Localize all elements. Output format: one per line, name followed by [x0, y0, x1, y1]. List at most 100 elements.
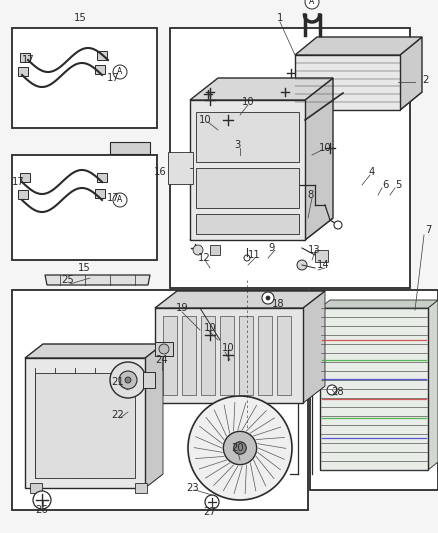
Circle shape: [205, 495, 219, 509]
Text: 10: 10: [319, 143, 331, 153]
Text: 6: 6: [382, 180, 388, 190]
Polygon shape: [190, 218, 333, 240]
Text: 7: 7: [425, 225, 431, 235]
Bar: [110, 142, 150, 154]
Text: 10: 10: [199, 115, 211, 125]
Circle shape: [113, 193, 127, 207]
Polygon shape: [303, 291, 325, 403]
Circle shape: [113, 65, 127, 79]
Circle shape: [266, 296, 270, 300]
Text: A: A: [117, 196, 123, 205]
Polygon shape: [155, 386, 325, 403]
Polygon shape: [305, 78, 333, 240]
Text: 10: 10: [242, 97, 254, 107]
Polygon shape: [251, 297, 277, 306]
Text: 5: 5: [395, 180, 401, 190]
Bar: [196, 214, 299, 234]
Text: 17: 17: [106, 193, 120, 203]
Text: A: A: [117, 68, 123, 77]
Polygon shape: [155, 291, 325, 308]
Bar: [18, 67, 28, 76]
Text: 22: 22: [112, 410, 124, 420]
Bar: [35, 373, 135, 478]
Bar: [95, 65, 105, 74]
Text: 17: 17: [106, 73, 120, 83]
Polygon shape: [295, 37, 422, 55]
Circle shape: [223, 431, 257, 465]
Text: 14: 14: [317, 260, 329, 270]
Bar: [30, 483, 42, 493]
Circle shape: [33, 491, 51, 509]
Text: 24: 24: [155, 355, 168, 365]
Text: A: A: [309, 0, 314, 6]
Bar: [310, 290, 438, 490]
Text: 23: 23: [187, 483, 199, 493]
Bar: [220, 316, 234, 395]
Bar: [277, 316, 291, 395]
Bar: [97, 51, 107, 60]
Bar: [20, 53, 30, 62]
Polygon shape: [45, 275, 150, 285]
Text: 15: 15: [74, 13, 86, 23]
Text: 26: 26: [35, 505, 48, 515]
Circle shape: [327, 385, 337, 395]
Circle shape: [297, 260, 307, 270]
Bar: [163, 316, 177, 395]
Circle shape: [119, 371, 137, 389]
Bar: [20, 173, 30, 182]
Text: 3: 3: [234, 140, 240, 150]
Text: 28: 28: [332, 387, 344, 397]
Text: 19: 19: [176, 303, 188, 313]
Text: 17: 17: [21, 55, 34, 65]
Text: 12: 12: [198, 253, 210, 263]
Circle shape: [159, 344, 169, 354]
Text: 21: 21: [112, 377, 124, 387]
Bar: [12, 155, 157, 260]
Polygon shape: [163, 297, 189, 306]
Circle shape: [234, 442, 246, 454]
Polygon shape: [295, 92, 422, 110]
Polygon shape: [400, 37, 422, 110]
Text: 16: 16: [154, 167, 166, 177]
Bar: [258, 316, 272, 395]
Polygon shape: [25, 474, 163, 488]
Bar: [135, 483, 147, 493]
Polygon shape: [273, 297, 299, 306]
Polygon shape: [25, 344, 163, 358]
Bar: [143, 372, 155, 388]
Polygon shape: [207, 297, 233, 306]
Bar: [239, 316, 253, 395]
Text: 9: 9: [269, 243, 275, 253]
Bar: [12, 28, 157, 128]
Bar: [182, 316, 196, 395]
Bar: [97, 173, 107, 182]
Polygon shape: [210, 245, 220, 255]
Polygon shape: [428, 300, 438, 470]
Circle shape: [110, 362, 146, 398]
Circle shape: [334, 221, 342, 229]
Bar: [18, 190, 28, 199]
Text: 13: 13: [307, 245, 320, 255]
Text: 1: 1: [277, 13, 283, 23]
Bar: [196, 168, 299, 208]
Circle shape: [188, 396, 292, 500]
Polygon shape: [190, 78, 333, 100]
Bar: [168, 152, 193, 184]
Circle shape: [262, 292, 274, 304]
Bar: [320, 308, 428, 470]
Text: 18: 18: [272, 299, 284, 309]
Polygon shape: [145, 344, 163, 488]
Polygon shape: [229, 297, 255, 306]
Text: 11: 11: [247, 250, 260, 260]
Circle shape: [125, 377, 131, 383]
Circle shape: [305, 0, 319, 9]
Text: 8: 8: [307, 190, 313, 200]
Text: 4: 4: [369, 167, 375, 177]
Bar: [25, 358, 145, 488]
Bar: [196, 112, 299, 162]
Bar: [95, 189, 105, 198]
Polygon shape: [320, 300, 438, 308]
Polygon shape: [190, 100, 305, 240]
Text: 25: 25: [62, 275, 74, 285]
Text: 2: 2: [422, 75, 428, 85]
